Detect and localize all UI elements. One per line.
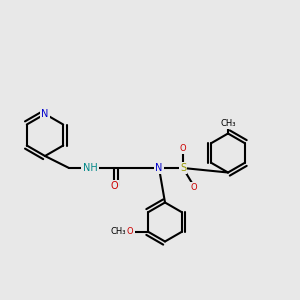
Text: NH: NH (82, 163, 98, 173)
Text: O: O (190, 183, 197, 192)
Text: O: O (180, 144, 186, 153)
Text: O: O (127, 227, 134, 236)
Text: N: N (155, 163, 163, 173)
Text: S: S (180, 163, 186, 173)
Text: CH₃: CH₃ (220, 118, 236, 127)
Text: O: O (110, 181, 118, 191)
Text: N: N (41, 109, 49, 119)
Text: CH₃: CH₃ (110, 227, 126, 236)
